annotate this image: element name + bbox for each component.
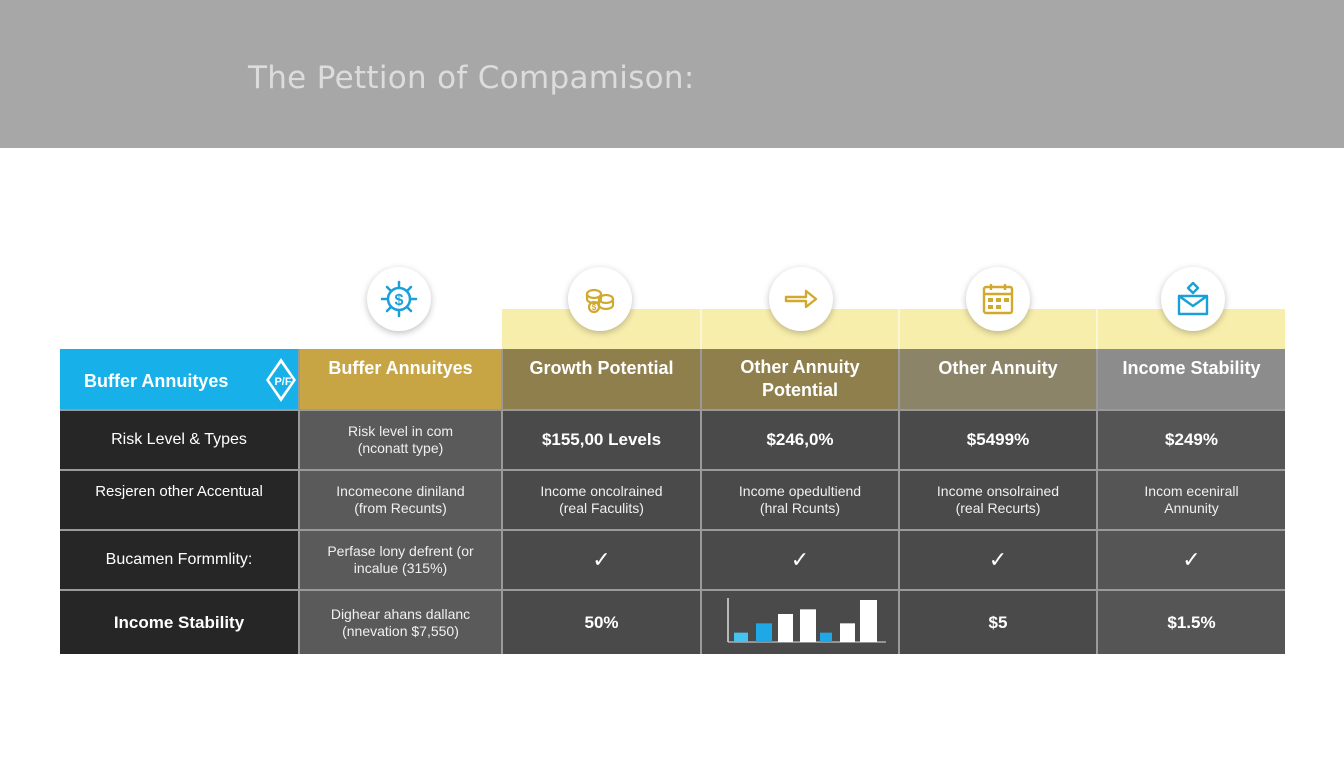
header-cell-0: Buffer Annuityes: [60, 349, 298, 409]
versus-badge-label: P/F: [274, 376, 291, 388]
header-cell-3: Other Annuity Potential: [702, 349, 898, 409]
title-banner: The Pettion of Compamison:: [0, 0, 1344, 148]
calendar-icon: [966, 267, 1030, 331]
row-label-2: Bucamen Formmlity:: [60, 531, 298, 589]
header-cell-1: Buffer Annuityes: [300, 349, 501, 409]
row0-cell-4: $249%: [1098, 411, 1285, 469]
icon-band: [502, 309, 1285, 349]
row1-cell-2: Income opedultiend (hral Rcunts): [702, 471, 898, 529]
grid-line: [1096, 349, 1098, 654]
coins-icon: $: [568, 267, 632, 331]
row1-cell-3: Income onsolrained (real Recurts): [900, 471, 1096, 529]
grid-line: [60, 469, 1285, 471]
grid-line: [60, 589, 1285, 591]
row-label-0: Risk Level & Types: [60, 411, 298, 469]
svg-text:$: $: [592, 303, 597, 312]
mini-bar-chart: [727, 598, 886, 643]
header-cell-4: Other Annuity: [900, 349, 1096, 409]
row3-cell-1: 50%: [503, 591, 700, 654]
dollar-gear-icon: $: [367, 267, 431, 331]
grid-line: [60, 529, 1285, 531]
mini-chart-bar-2: [778, 614, 793, 642]
row2-check-icon-1: ✓: [503, 531, 700, 589]
grid-line: [60, 409, 1285, 411]
row0-cell-2: $246,0%: [702, 411, 898, 469]
grid-line: [898, 349, 900, 654]
grid-line: [501, 349, 503, 654]
row2-cell-0: Perfase lony defrent (or incalue (315%): [300, 531, 501, 589]
mini-chart-bar-4: [820, 632, 832, 642]
arrow-right-icon: [769, 267, 833, 331]
header-cell-5: Income Stability: [1098, 349, 1285, 409]
row3-cell-3: $5: [900, 591, 1096, 654]
comparison-table: Buffer Annuityes Buffer Annuityes Growth…: [60, 349, 1285, 654]
row0-cell-0: Risk level in com (nconatt type): [300, 411, 501, 469]
row-label-3: Income Stability: [60, 591, 298, 654]
envelope-person-icon: [1161, 267, 1225, 331]
mini-chart-bar-1: [756, 623, 772, 642]
grid-line: [700, 349, 702, 654]
mini-chart-bar-6: [860, 600, 877, 642]
grid-line: [298, 349, 300, 654]
mini-chart-bar-5: [840, 623, 855, 642]
row0-cell-1: $155,00 Levels: [503, 411, 700, 469]
versus-badge: P/F: [266, 358, 296, 402]
mini-chart-bar-0: [734, 632, 748, 642]
header-cell-2: Growth Potential: [503, 349, 700, 409]
row2-check-icon-4: ✓: [1098, 531, 1285, 589]
row1-cell-4: Incom ecenirall Annunity: [1098, 471, 1285, 529]
mini-chart-bar-3: [800, 609, 816, 642]
row0-cell-3: $5499%: [900, 411, 1096, 469]
svg-text:$: $: [395, 292, 404, 309]
row2-check-icon-2: ✓: [702, 531, 898, 589]
row1-cell-1: Income oncolrained (real Faculits): [503, 471, 700, 529]
row-label-1: Resjeren other Accentual: [60, 471, 298, 529]
row3-cell-0: Dighear ahans dallanc (nnevation $7,550): [300, 591, 501, 654]
row1-cell-0: Incomecone diniland (from Recunts): [300, 471, 501, 529]
row3-cell-4: $1.5%: [1098, 591, 1285, 654]
page-title: The Pettion of Compamison:: [248, 60, 695, 96]
row2-check-icon-3: ✓: [900, 531, 1096, 589]
